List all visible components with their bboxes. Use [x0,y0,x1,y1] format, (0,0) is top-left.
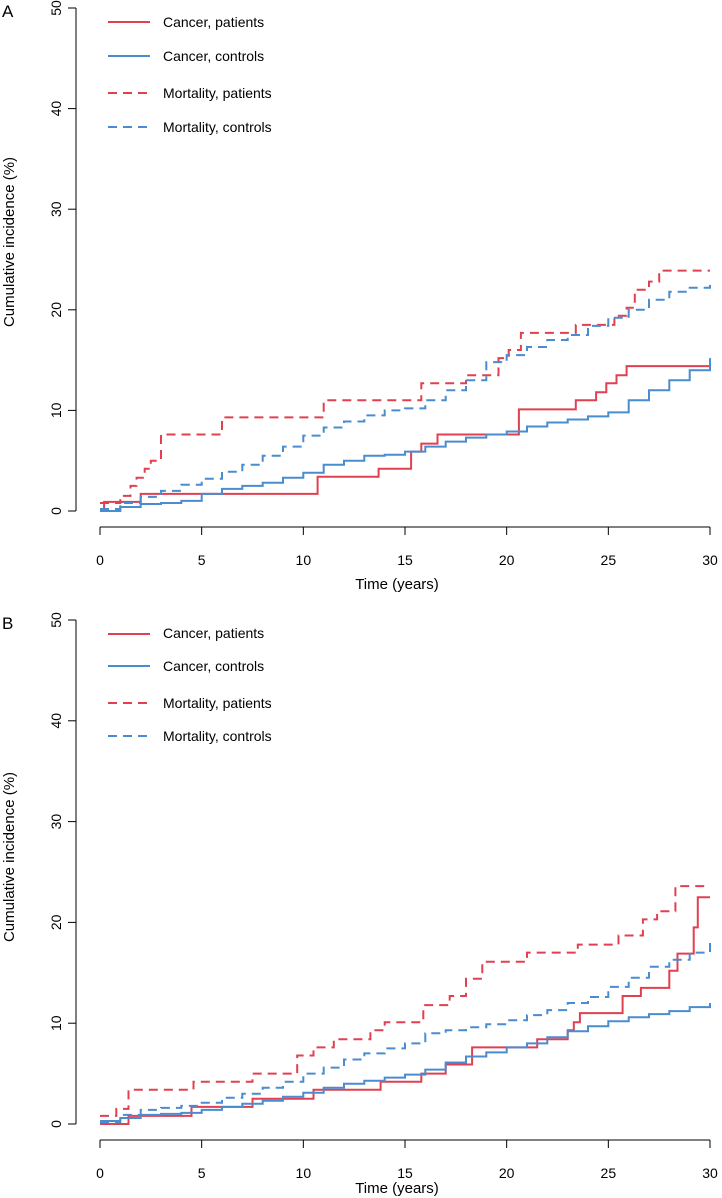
y-tick-label: 0 [48,1120,64,1128]
y-tick-label: 50 [48,0,64,16]
x-tick-label: 20 [499,552,515,568]
panel-b-x-axis-title: Time (years) [355,1180,439,1197]
y-tick-label: 30 [48,814,64,830]
legend-label-cancer-patients: Cancer, patients [163,14,264,30]
series-line-cancer-patients [100,896,710,1125]
y-tick-label: 40 [48,713,64,729]
y-tick-label: 20 [48,302,64,318]
x-tick-label: 5 [198,552,206,568]
panel-a-y-axis-title: Cumulative incidence (%) [1,157,18,327]
x-tick-label: 0 [96,552,104,568]
legend-label-mortality-controls: Mortality, controls [163,119,272,135]
y-tick-label: 0 [48,507,64,515]
series-line-mortality-patients [100,885,710,1117]
y-tick-label: 10 [48,402,64,418]
panel-a-label: A [2,2,14,21]
panel-a-x-axis-title: Time (years) [355,576,439,593]
panel-b-label: B [2,614,13,633]
x-tick-label: 25 [601,1165,617,1181]
y-tick-label: 10 [48,1015,64,1031]
x-tick-label: 0 [96,1165,104,1181]
x-tick-label: 20 [499,1165,515,1181]
panel-a-plot: 0 5 10 15 20 25 30 0 10 20 30 40 50 [48,0,718,568]
x-tick-label: 30 [702,552,718,568]
x-tick-label: 15 [397,552,413,568]
series-line-cancer-patients [100,365,710,512]
y-tick-label: 20 [48,914,64,930]
x-tick-label: 30 [702,1165,718,1181]
panel-b-legend: Cancer, patients Cancer, controls Mortal… [108,625,272,744]
panel-b-plot: 0 5 10 15 20 25 30 0 10 20 30 40 50 [48,612,718,1181]
y-tick-label: 40 [48,101,64,117]
x-tick-label: 10 [296,1165,312,1181]
panel-b: B 0 5 10 15 20 25 30 0 10 20 30 40 50 Time (years) C… [1,612,718,1197]
series-line-cancer-controls [100,358,711,512]
series-line-mortality-patients [100,269,710,504]
legend-label-mortality-patients: Mortality, patients [163,695,272,711]
series-line-cancer-controls [100,1003,711,1122]
series-line-mortality-controls [100,942,711,1123]
legend-label-cancer-controls: Cancer, controls [163,658,264,674]
panel-a-legend: Cancer, patients Cancer, controls Mortal… [108,14,272,135]
legend-label-cancer-patients: Cancer, patients [163,625,264,641]
panel-b-y-axis-title: Cumulative incidence (%) [1,772,18,942]
panel-a: A 0 5 10 15 20 25 30 0 10 20 30 40 50 Time (years) C… [1,0,718,593]
series-line-mortality-controls [100,280,711,510]
y-tick-label: 30 [48,201,64,217]
x-tick-label: 15 [397,1165,413,1181]
legend-label-cancer-controls: Cancer, controls [163,48,264,64]
y-tick-label: 50 [48,612,64,628]
legend-label-mortality-controls: Mortality, controls [163,728,272,744]
x-tick-label: 25 [601,552,617,568]
legend-label-mortality-patients: Mortality, patients [163,85,272,101]
x-tick-label: 5 [198,1165,206,1181]
x-tick-label: 10 [296,552,312,568]
